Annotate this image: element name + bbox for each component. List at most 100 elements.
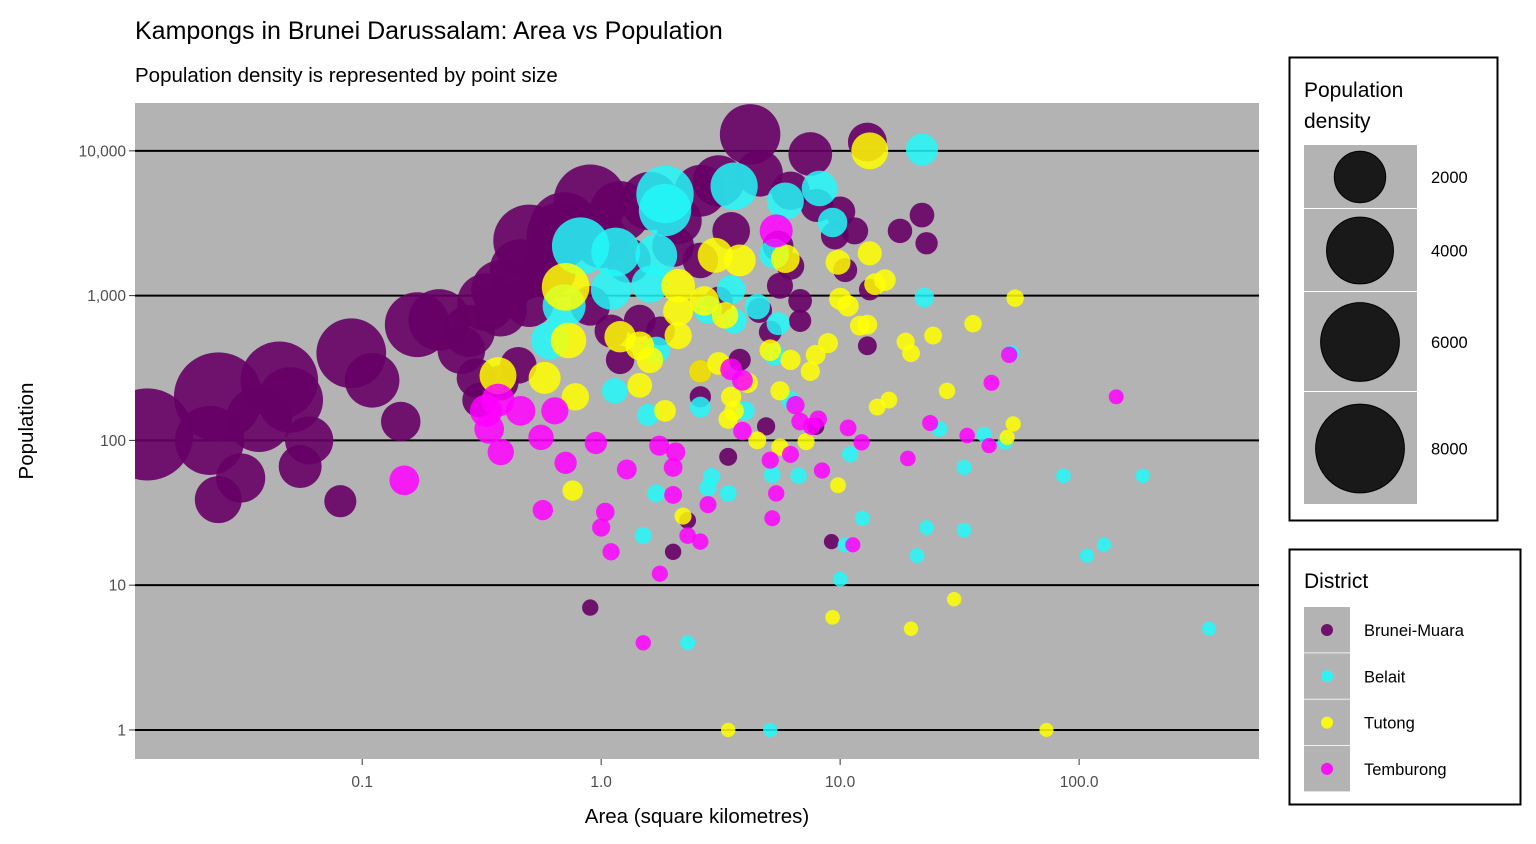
point-tutong bbox=[771, 244, 800, 273]
point-belait bbox=[817, 207, 848, 238]
point-tutong bbox=[688, 359, 712, 383]
y-tick-label: 1 bbox=[117, 722, 126, 739]
point-brunei-muara bbox=[823, 533, 840, 550]
point-brunei-muara bbox=[664, 543, 682, 561]
point-tutong bbox=[674, 507, 692, 525]
point-belait bbox=[591, 227, 641, 277]
point-belait bbox=[638, 183, 692, 237]
point-temburong bbox=[809, 410, 828, 428]
chart-title: Kampongs in Brunei Darussalam: Area vs P… bbox=[135, 17, 723, 45]
point-temburong bbox=[389, 465, 420, 496]
point-belait bbox=[716, 275, 746, 305]
point-brunei-muara bbox=[381, 401, 421, 442]
point-temburong bbox=[1108, 389, 1124, 405]
point-temburong bbox=[474, 414, 505, 444]
point-temburong bbox=[554, 451, 577, 474]
point-belait bbox=[766, 182, 804, 220]
point-brunei-muara bbox=[766, 272, 794, 299]
color-legend-dot bbox=[1321, 624, 1333, 636]
point-temburong bbox=[983, 374, 1000, 391]
point-belait bbox=[699, 479, 717, 497]
point-tutong bbox=[903, 621, 919, 636]
point-belait bbox=[710, 162, 758, 210]
size-legend-label: 4000 bbox=[1431, 243, 1468, 261]
point-tutong bbox=[718, 409, 738, 429]
point-temburong bbox=[505, 396, 536, 426]
point-tutong bbox=[851, 132, 889, 170]
point-brunei-muara bbox=[887, 218, 913, 244]
point-tutong bbox=[938, 382, 956, 399]
point-belait bbox=[790, 467, 807, 484]
point-brunei-muara bbox=[324, 485, 357, 518]
point-brunei-muara bbox=[915, 232, 938, 255]
point-belait bbox=[919, 520, 935, 535]
point-tutong bbox=[868, 398, 886, 416]
point-temburong bbox=[959, 427, 975, 444]
y-axis-label: Population bbox=[15, 383, 38, 480]
point-tutong bbox=[825, 249, 851, 275]
x-axis-label: Area (square kilometres) bbox=[585, 805, 809, 828]
point-belait bbox=[635, 234, 678, 277]
y-tick-label: 10,000 bbox=[79, 143, 127, 160]
color-legend-dot bbox=[1321, 670, 1333, 683]
point-temburong bbox=[663, 458, 683, 477]
point-tutong bbox=[654, 399, 676, 422]
point-brunei-muara bbox=[443, 305, 495, 357]
point-tutong bbox=[661, 268, 696, 303]
point-temburong bbox=[922, 414, 939, 431]
size-legend-title-line2: density bbox=[1304, 110, 1371, 133]
point-tutong bbox=[1039, 722, 1054, 737]
point-temburong bbox=[699, 496, 717, 514]
point-temburong bbox=[649, 435, 670, 456]
point-tutong bbox=[550, 322, 587, 359]
point-temburong bbox=[532, 499, 554, 521]
point-tutong bbox=[723, 244, 756, 277]
point-belait bbox=[854, 510, 871, 526]
point-temburong bbox=[782, 445, 800, 463]
point-brunei-muara bbox=[788, 309, 812, 332]
axis-ticks: 1 10 100 1,000 10,000 0.1 1.0 10.0 100.0 bbox=[79, 143, 1099, 791]
point-brunei-muara bbox=[582, 599, 599, 616]
color-legend-label: Tutong bbox=[1364, 715, 1415, 733]
point-belait bbox=[914, 287, 935, 308]
point-temburong bbox=[900, 450, 916, 467]
point-belait bbox=[636, 403, 660, 426]
size-legend-title-line1: Population bbox=[1304, 79, 1403, 102]
point-brunei-muara bbox=[257, 367, 324, 433]
point-belait bbox=[719, 484, 737, 502]
point-temburong bbox=[487, 438, 514, 466]
point-tutong bbox=[770, 381, 790, 401]
size-legend-label: 8000 bbox=[1431, 441, 1468, 459]
chart-subtitle: Population density is represented by poi… bbox=[135, 64, 558, 87]
point-tutong bbox=[479, 357, 517, 395]
color-legend-title: District bbox=[1304, 570, 1368, 593]
point-temburong bbox=[732, 369, 753, 391]
point-brunei-muara bbox=[216, 453, 266, 503]
point-tutong bbox=[711, 302, 739, 329]
point-tutong bbox=[748, 431, 767, 450]
point-tutong bbox=[800, 361, 820, 381]
point-tutong bbox=[857, 314, 878, 335]
point-tutong bbox=[946, 591, 962, 607]
point-tutong bbox=[864, 273, 886, 296]
point-belait bbox=[909, 548, 925, 563]
point-belait bbox=[647, 484, 666, 503]
color-legend-dot bbox=[1321, 762, 1333, 775]
point-belait bbox=[689, 396, 711, 418]
point-tutong bbox=[1005, 416, 1021, 432]
color-legend-label: Temburong bbox=[1364, 761, 1447, 779]
point-temburong bbox=[651, 565, 668, 582]
point-belait bbox=[590, 269, 632, 310]
y-tick-label: 100 bbox=[100, 433, 126, 450]
point-tutong bbox=[837, 295, 859, 317]
y-tick-label: 1,000 bbox=[87, 288, 126, 305]
point-temburong bbox=[764, 510, 781, 527]
point-temburong bbox=[768, 485, 785, 502]
point-tutong bbox=[627, 372, 653, 398]
point-tutong bbox=[964, 314, 982, 333]
point-temburong bbox=[584, 431, 608, 455]
point-belait bbox=[744, 293, 770, 320]
point-temburong bbox=[981, 438, 997, 454]
point-belait bbox=[1056, 468, 1071, 484]
